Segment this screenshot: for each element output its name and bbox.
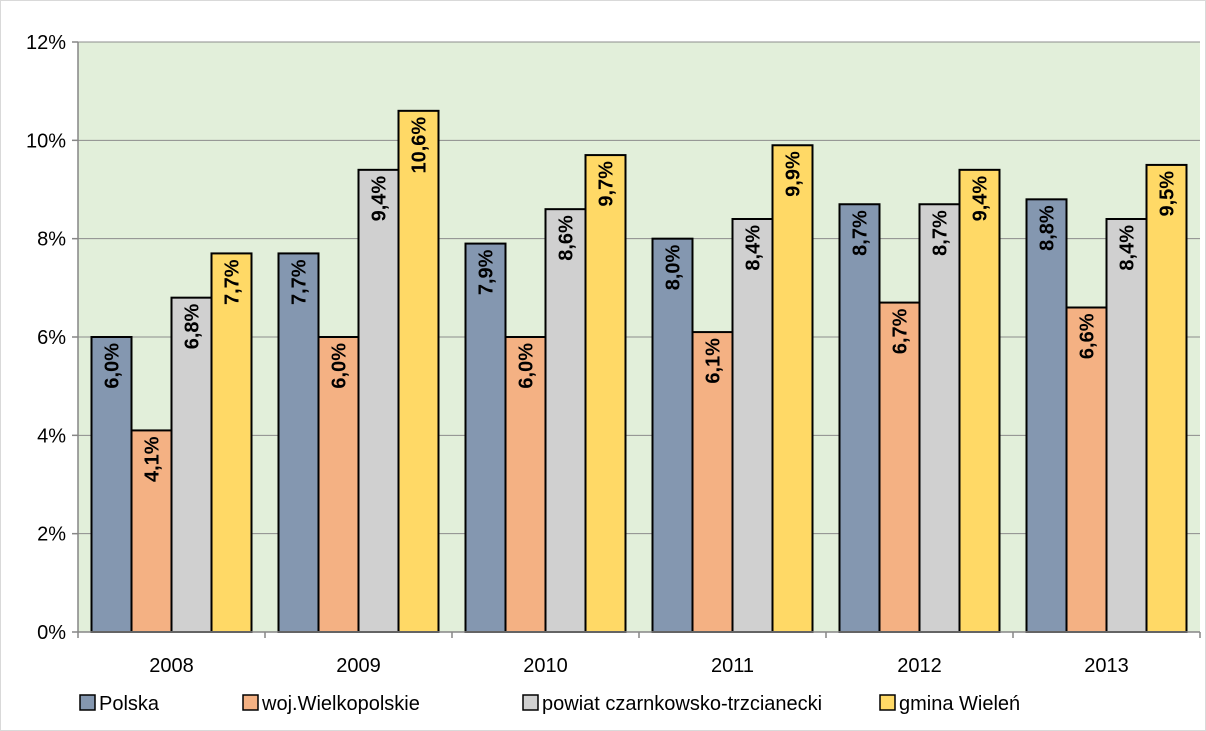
bar <box>838 203 881 633</box>
y-tick-label: 2% <box>37 524 66 546</box>
legend-swatch <box>522 694 539 711</box>
data-label: 8,4% <box>1117 225 1139 271</box>
y-tick-label: 0% <box>37 622 66 644</box>
legend-label: powiat czarnkowsko-trzcianecki <box>542 693 822 715</box>
bar <box>1025 198 1068 633</box>
x-tick-label: 2009 <box>336 655 381 677</box>
bar <box>651 237 694 634</box>
x-tick-label: 2011 <box>711 655 754 677</box>
bar <box>357 168 400 633</box>
data-label: 6,0% <box>329 343 351 389</box>
data-label: 6,7% <box>890 308 912 354</box>
data-label: 4,1% <box>142 436 164 482</box>
bar <box>958 168 1001 633</box>
data-label: 8,8% <box>1037 205 1059 251</box>
bar <box>1145 163 1188 634</box>
data-label: 8,6% <box>556 215 578 261</box>
bar <box>90 336 133 633</box>
legend-label: gmina Wieleń <box>899 693 1020 715</box>
data-labels: 6,0% 4,1% 6,8% 7,7% 7,7% 6,0% 9,4% 10,6% 7,9% 6,0… <box>102 117 1179 482</box>
bar <box>584 154 627 633</box>
bar <box>130 429 173 633</box>
bar <box>731 218 774 633</box>
legend-swatch <box>879 694 896 711</box>
data-label: 7,7% <box>289 259 311 305</box>
gridlines <box>72 41 1201 638</box>
bar <box>210 252 253 634</box>
bar <box>464 242 507 633</box>
legend: Polska woj.Wielkopolskie powiat czarnkowsk… <box>79 693 1020 715</box>
x-tick-label: 2013 <box>1084 655 1129 677</box>
data-label: 6,6% <box>1077 313 1099 359</box>
bar <box>317 336 360 633</box>
y-tick-label: 4% <box>37 425 66 447</box>
y-tick-label: 8% <box>37 229 66 251</box>
bar <box>878 301 921 633</box>
legend-label: Polska <box>99 693 160 715</box>
data-label: 10,6% <box>409 117 431 174</box>
legend-swatch <box>242 694 259 711</box>
bar <box>397 109 440 634</box>
data-label: 7,9% <box>476 249 498 295</box>
x-tick-label: 2008 <box>149 655 194 677</box>
y-tick-label: 12% <box>26 32 66 54</box>
data-label: 8,0% <box>663 244 685 290</box>
data-label: 8,4% <box>743 225 765 271</box>
data-label: 9,7% <box>596 161 618 207</box>
x-tick-label: 2012 <box>897 655 942 677</box>
bar <box>771 144 814 633</box>
data-label: 6,0% <box>102 343 124 389</box>
x-tick-label: 2010 <box>523 655 568 677</box>
legend-swatch <box>79 694 96 711</box>
y-axis-tick-labels: 0% 2% 4% 6% 8% 10% 12% <box>26 32 66 644</box>
data-label: 7,7% <box>222 259 244 305</box>
bars <box>90 109 1188 634</box>
data-label: 9,4% <box>970 176 992 222</box>
bar <box>918 203 961 633</box>
legend-label: woj.Wielkopolskie <box>261 693 420 715</box>
bar <box>544 208 587 634</box>
bar <box>504 336 547 633</box>
y-tick-label: 10% <box>26 130 66 152</box>
x-axis-tick-labels: 2008 2009 2010 2011 2012 2013 <box>149 655 1129 677</box>
bar <box>277 252 320 634</box>
data-label: 6,1% <box>703 338 725 384</box>
data-label: 6,8% <box>182 303 204 349</box>
data-label: 9,5% <box>1157 171 1179 217</box>
data-label: 6,0% <box>516 343 538 389</box>
bar <box>1105 218 1148 633</box>
data-label: 9,9% <box>783 151 805 197</box>
data-label: 9,4% <box>369 176 391 222</box>
data-label: 8,7% <box>930 210 952 256</box>
data-label: 8,7% <box>850 210 872 256</box>
y-tick-label: 6% <box>37 327 66 349</box>
